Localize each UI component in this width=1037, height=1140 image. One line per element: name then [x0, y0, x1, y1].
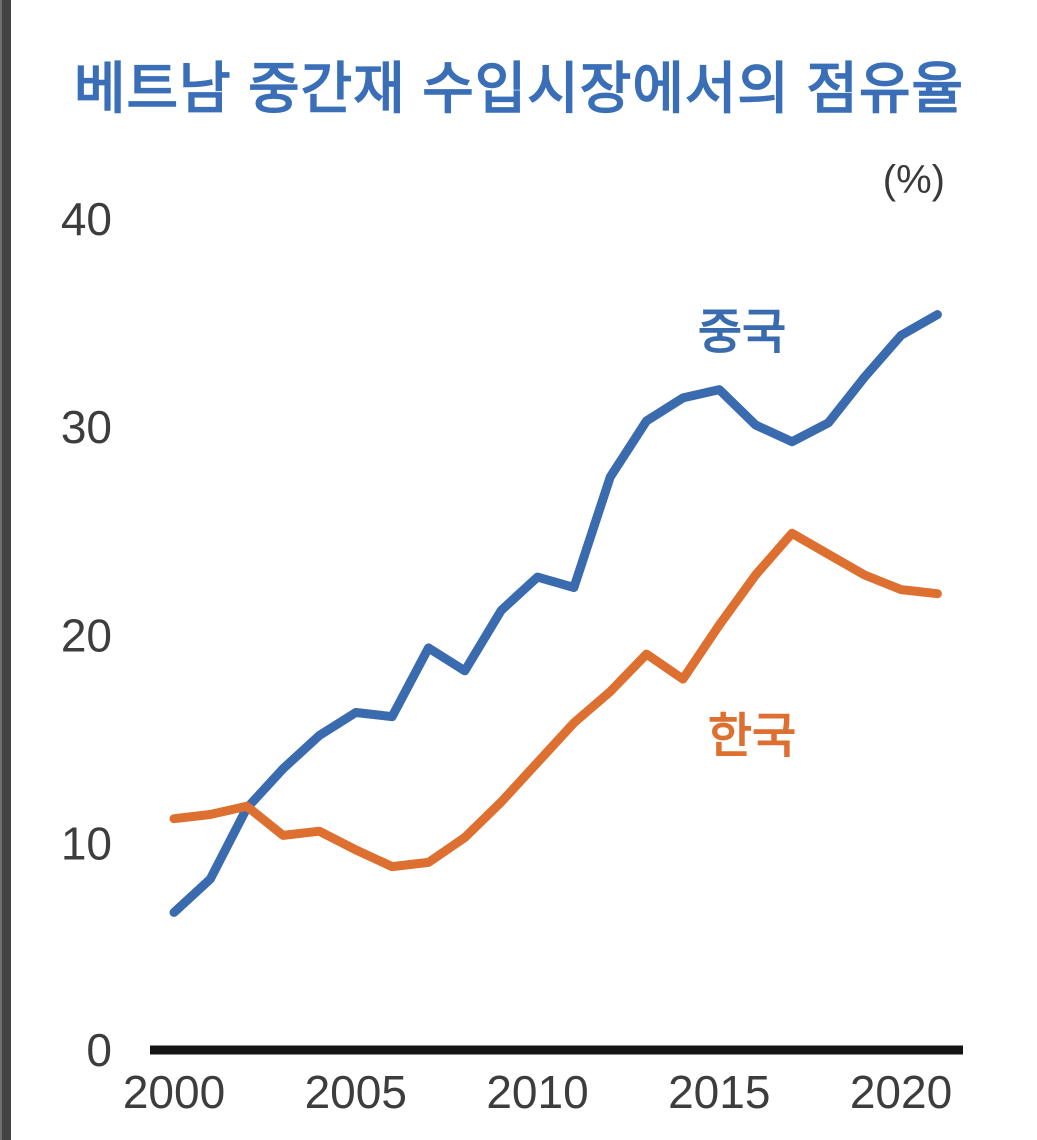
- y-tick-label-0: 0: [86, 1024, 112, 1076]
- x-tick-label-2000: 2000: [123, 1066, 225, 1118]
- x-tick-label-2015: 2015: [668, 1066, 770, 1118]
- y-tick-label-30: 30: [61, 401, 112, 453]
- x-tick-label-2020: 2020: [850, 1066, 952, 1118]
- x-tick-label-2005: 2005: [305, 1066, 407, 1118]
- axis-layer: 0 10 20 30 40 2000 2005 2010 2015 2020: [61, 193, 963, 1118]
- y-tick-label-40: 40: [61, 193, 112, 245]
- chart-title: 베트남 중간재 수입시장에서의 점유율: [74, 57, 964, 120]
- y-tick-label-20: 20: [61, 609, 112, 661]
- x-tick-label-2010: 2010: [486, 1066, 588, 1118]
- series-line-china: [169, 310, 942, 917]
- series-label-china: 중국: [697, 306, 787, 359]
- y-axis-unit-label: (%): [882, 158, 945, 202]
- series-label-korea: 한국: [707, 710, 797, 763]
- series-line-korea: [169, 528, 942, 872]
- series-line-layer: [169, 310, 942, 917]
- page-left-edge-bar: [0, 0, 11, 1140]
- y-tick-label-10: 10: [61, 818, 112, 870]
